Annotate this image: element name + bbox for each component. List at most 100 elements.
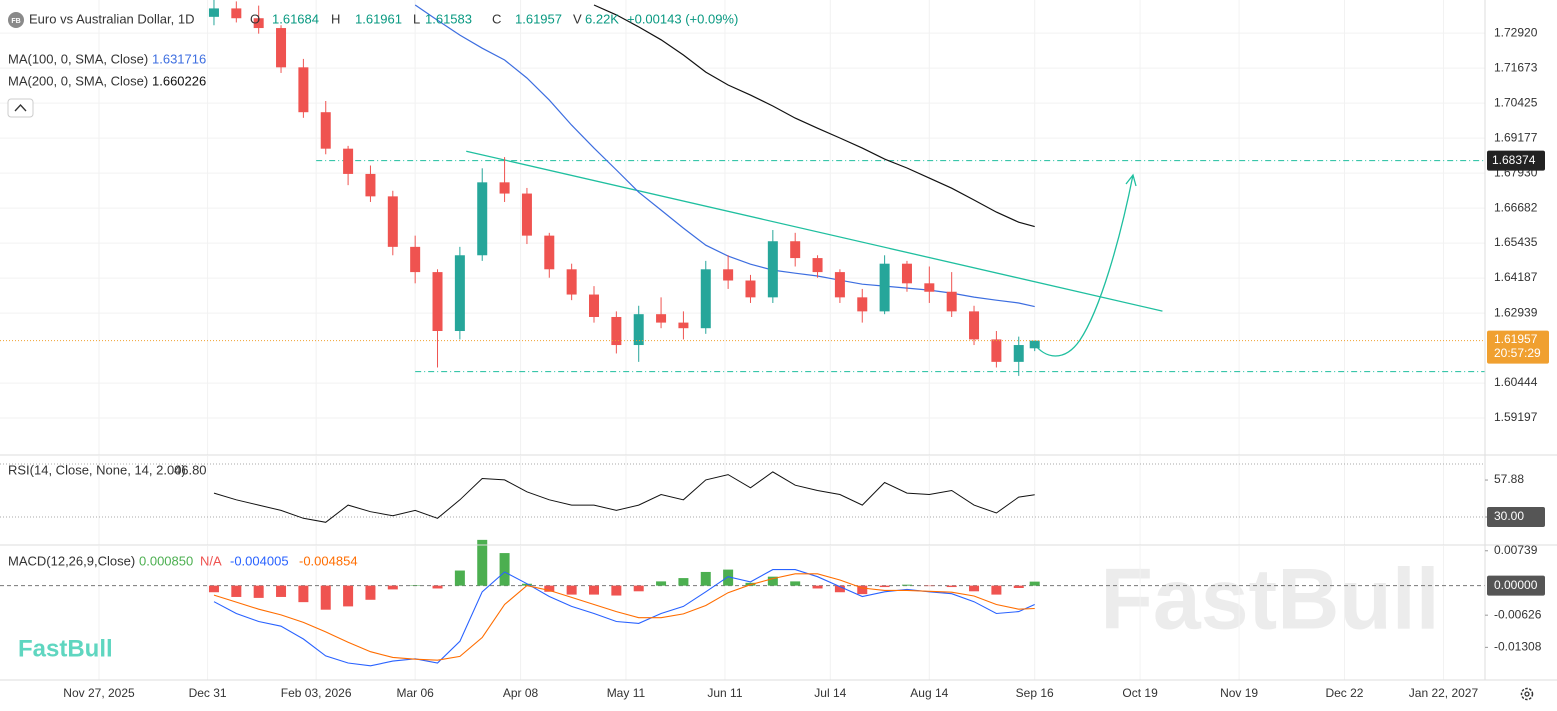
gear-outer[interactable]: [1520, 687, 1534, 701]
rsi-title: RSI(14, Close, None, 14, 2.00): [8, 462, 186, 477]
candle-body: [611, 316, 622, 346]
candle-body: [879, 263, 890, 312]
y-tick-label: 1.62939: [1494, 305, 1538, 319]
candle-body: [454, 255, 465, 332]
low-label: L: [413, 11, 420, 26]
macd-histogram-bar: [343, 585, 354, 607]
candle-body: [521, 193, 532, 236]
x-tick-label: Nov 19: [1220, 686, 1258, 700]
x-tick-label: Apr 08: [503, 686, 539, 700]
y-tick-label: 1.66682: [1494, 200, 1538, 214]
macd-histogram-bar: [432, 585, 443, 589]
candle-body: [790, 241, 801, 259]
candle-body: [320, 112, 331, 149]
candle-body: [678, 322, 689, 329]
candle-body: [365, 173, 376, 197]
macd-histogram-bar: [834, 585, 845, 593]
candle-body: [387, 196, 398, 247]
ma100-name: MA(100, 0, SMA, Close): [8, 51, 148, 66]
candle-body: [969, 311, 980, 340]
macd-histogram-bar: [767, 576, 778, 586]
macd-histogram-bar: [857, 585, 868, 595]
candle-body: [857, 297, 868, 312]
macd-histogram-bar: [499, 553, 510, 586]
y-tick-label: 1.65435: [1494, 235, 1538, 249]
level-label-box: [1487, 150, 1545, 171]
title: Euro vs Australian Dollar, 1D: [29, 11, 194, 26]
macd-histogram-bar: [276, 585, 287, 597]
badge-text: FB: [11, 18, 20, 25]
candle-body: [924, 283, 935, 292]
macd-line: [213, 573, 1035, 661]
gear-inner[interactable]: [1524, 691, 1530, 697]
collapse-button[interactable]: [7, 98, 34, 118]
candle-body: [208, 8, 219, 17]
y-tick-label: 1.72920: [1494, 25, 1538, 39]
symbol-badge: [8, 12, 24, 28]
macd-histogram-bar: [969, 585, 980, 592]
ma100-value: 1.631716: [152, 51, 206, 66]
macd-histogram-bar: [1029, 581, 1040, 586]
last-price-box: [1487, 330, 1549, 364]
macd-histogram-bar: [521, 583, 532, 586]
y-tick-label: 0.00000: [1494, 578, 1538, 592]
rsi-value: 46.80: [174, 462, 207, 477]
candle-body: [589, 294, 599, 317]
macd-histogram-bar: [901, 584, 912, 586]
level-label: 1.68374: [1492, 153, 1536, 167]
macd-histogram-bar: [320, 585, 331, 610]
y-tick-label: 1.64187: [1494, 270, 1538, 284]
candle-body: [946, 291, 957, 312]
candle-body: [432, 272, 443, 332]
candle-body: [499, 182, 510, 194]
ma200-name: MA(200, 0, SMA, Close): [8, 73, 148, 88]
candle-body: [812, 258, 823, 273]
x-tick-label: Feb 03, 2026: [281, 686, 352, 700]
macd-histogram-bar: [566, 585, 577, 595]
macd-histogram-bar: [365, 585, 376, 600]
y-tick-label: 1.70425: [1494, 95, 1538, 109]
x-tick-label: Jun 11: [707, 686, 742, 700]
candle-body: [544, 235, 555, 270]
y-tick-box: [1487, 575, 1545, 596]
low-value: 1.61583: [425, 11, 472, 26]
y-tick-label: 1.71673: [1494, 60, 1538, 74]
macd-histogram-bar: [454, 570, 465, 586]
x-tick-label: Jul 14: [814, 686, 846, 700]
candle-body: [1013, 345, 1024, 362]
macd-histogram-bar: [812, 585, 823, 589]
rsi-line: [213, 471, 1035, 523]
candle-body: [477, 182, 488, 256]
macd-histogram-bar: [879, 585, 890, 588]
macd-line: [213, 569, 1035, 667]
candle-body: [656, 314, 667, 323]
y-tick-label: 0.00739: [1494, 543, 1538, 557]
macd-na: N/A: [200, 553, 222, 568]
projection-arrow: [1032, 173, 1137, 357]
macd-histogram-bar: [991, 585, 1002, 595]
candle-body: [633, 314, 644, 346]
ma-line: [593, 4, 1035, 228]
candle-body: [901, 263, 912, 284]
candle-body: [410, 246, 421, 273]
macd-histogram-bar: [611, 585, 622, 596]
settings-icon[interactable]: [1520, 687, 1534, 701]
candle-body: [253, 18, 264, 29]
candle-body: [767, 241, 778, 298]
x-tick-label: Dec 31: [189, 686, 227, 700]
change-value: +0.00143 (+0.09%): [627, 11, 738, 26]
macd-histogram-bar: [633, 585, 644, 592]
candle-body: [700, 269, 711, 329]
macd-histogram-bar: [231, 585, 242, 597]
collapse-icon: [14, 104, 27, 112]
y-tick-label: 1.69177: [1494, 130, 1538, 144]
macd-histogram-bar: [790, 581, 801, 586]
last-price-label: 1.61957: [1494, 332, 1538, 346]
volume-value: 6.22K: [585, 11, 619, 26]
candle-body: [834, 272, 845, 298]
candle-body: [343, 148, 354, 174]
macd-histogram-bar: [387, 585, 398, 590]
close-value: 1.61957: [515, 11, 562, 26]
